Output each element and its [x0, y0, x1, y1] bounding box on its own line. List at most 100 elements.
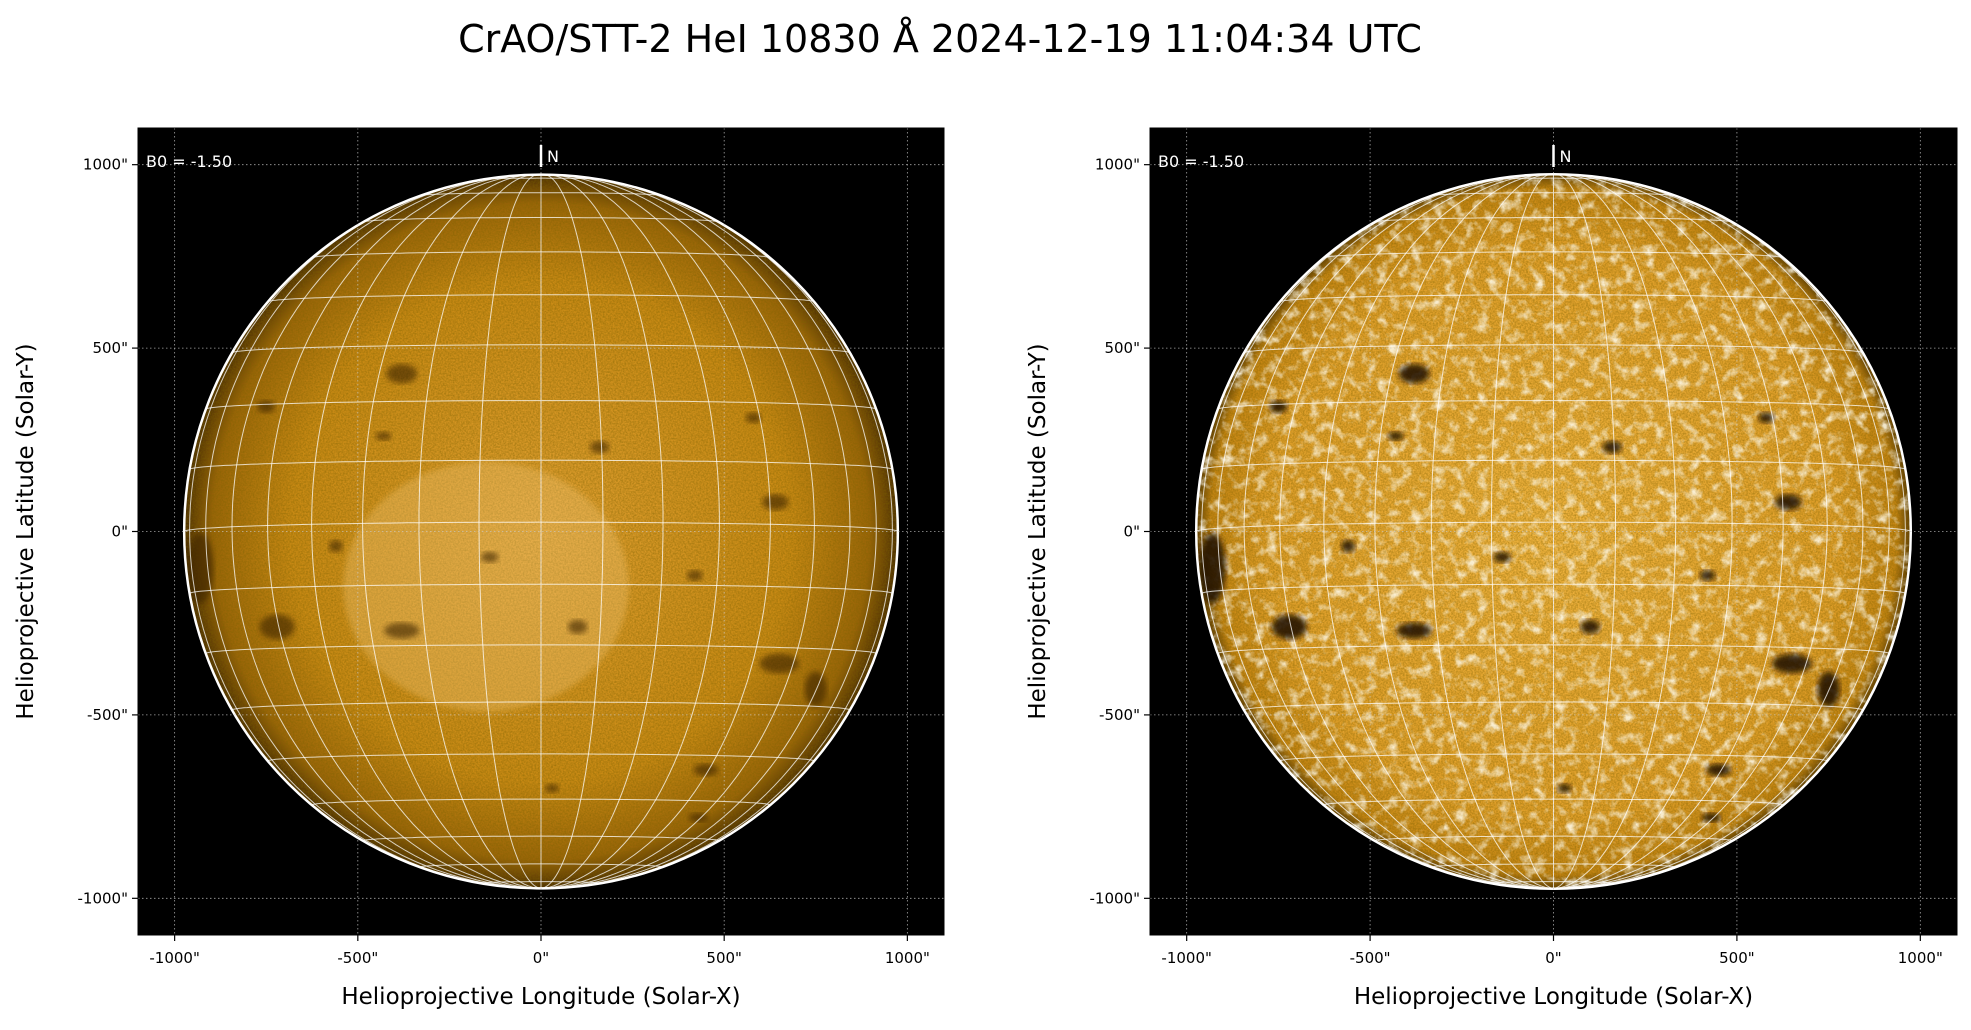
- longitude-line: [1553, 173, 1616, 890]
- longitude-line: [1217, 175, 1554, 890]
- dark-feature: [480, 551, 499, 563]
- north-marker-label: N: [1560, 147, 1572, 166]
- y-tick-label: 500": [92, 339, 128, 357]
- dark-feature: [1772, 653, 1812, 674]
- dark-feature: [1557, 783, 1572, 793]
- x-tick-label: -500": [1350, 949, 1391, 967]
- longitude-line: [540, 173, 771, 890]
- dark-feature: [1271, 614, 1307, 640]
- longitude-line: [1553, 173, 1677, 890]
- longitude-line: [1323, 173, 1554, 890]
- longitude-line: [540, 173, 664, 890]
- x-tick-label: -500": [337, 949, 378, 967]
- longitude-line: [267, 174, 542, 890]
- dark-feature: [1758, 412, 1775, 424]
- longitude-line: [1243, 174, 1554, 890]
- x-tick-label: 500": [1719, 949, 1755, 967]
- y-tick-label: -500": [87, 706, 128, 724]
- longitude-line: [362, 173, 542, 890]
- longitude-line: [1553, 175, 1890, 890]
- x-tick-label: 1000": [1898, 949, 1943, 967]
- x-axis-label: Helioprojective Longitude (Solar-X): [1354, 984, 1753, 1010]
- y-tick-label: -1000": [78, 889, 129, 907]
- longitude-line: [1201, 179, 1554, 890]
- longitude-line: [1553, 173, 1784, 890]
- y-tick-label: -500": [1099, 706, 1140, 724]
- longitude-line: [311, 173, 542, 890]
- dark-feature: [1817, 671, 1840, 707]
- dark-feature: [688, 813, 709, 823]
- longitude-line: [231, 174, 542, 890]
- dark-feature: [1580, 619, 1600, 634]
- longitude-line: [540, 174, 851, 890]
- y-tick-label: 1000": [83, 156, 128, 174]
- longitude-line: [540, 173, 604, 890]
- longitude-line: [1491, 173, 1554, 890]
- longitude-line: [1553, 174, 1864, 890]
- y-tick-label: 1000": [1095, 156, 1140, 174]
- dark-feature: [1396, 622, 1432, 639]
- axes-frame: [137, 127, 945, 936]
- dark-feature: [1706, 763, 1731, 777]
- dark-feature: [259, 614, 295, 640]
- longitude-line: [1553, 179, 1906, 890]
- dark-feature: [759, 653, 799, 674]
- dark-feature: [762, 494, 789, 511]
- dark-feature: [567, 619, 588, 634]
- x-tick-label: 0": [533, 949, 549, 967]
- y-axis-label: Helioprojective Latitude (Solar-Y): [13, 343, 39, 719]
- b0-annotation: B0 = -1.50: [146, 152, 232, 171]
- x-tick-label: -1000": [1161, 949, 1212, 967]
- x-tick-label: 500": [706, 949, 742, 967]
- dark-feature: [686, 570, 703, 581]
- solar-disk: [1196, 174, 1911, 889]
- dark-feature: [804, 671, 827, 707]
- dark-feature: [1493, 551, 1511, 563]
- dark-feature: [1701, 813, 1721, 823]
- longitude-line: [540, 174, 815, 890]
- north-marker-label: N: [547, 147, 559, 166]
- longitude-line: [1430, 173, 1554, 890]
- right-panel-plot: -1000" -500" 0" 500" 1000" 1000" 500" 0" -500" -1…: [1025, 127, 1958, 1010]
- axes-frame: [1149, 127, 1958, 936]
- longitude-line: [1553, 174, 1828, 890]
- longitude-line: [1374, 173, 1554, 890]
- x-tick-label: 0": [1545, 949, 1561, 967]
- dark-feature: [375, 431, 392, 441]
- longitude-line: [478, 173, 542, 890]
- y-tick-label: 500": [1104, 339, 1140, 357]
- longitude-line: [540, 175, 877, 890]
- dark-feature: [589, 440, 610, 454]
- dark-feature: [1269, 400, 1288, 413]
- dark-feature: [544, 783, 560, 793]
- longitude-line: [540, 173, 720, 890]
- b0-annotation: B0 = -1.50: [1158, 152, 1244, 171]
- dark-feature: [1398, 364, 1430, 384]
- dark-feature: [328, 540, 343, 553]
- x-tick-label: -1000": [149, 949, 200, 967]
- dark-feature: [386, 364, 418, 384]
- dark-feature: [693, 763, 719, 777]
- y-tick-label: 0": [1124, 523, 1140, 541]
- bright-region: [343, 461, 629, 712]
- x-axis-label: Helioprojective Longitude (Solar-X): [341, 984, 740, 1010]
- x-tick-label: 1000": [885, 949, 930, 967]
- longitude-line: [1279, 174, 1554, 890]
- longitude-line: [418, 173, 542, 890]
- longitude-line: [1553, 173, 1733, 890]
- y-tick-label: 0": [112, 523, 128, 541]
- dark-feature: [384, 622, 420, 639]
- y-axis-label: Helioprojective Latitude (Solar-Y): [1025, 343, 1051, 719]
- dark-feature: [257, 400, 276, 413]
- figure-title: CrAO/STT-2 HeI 10830 Å 2024-12-19 11:04:…: [458, 17, 1422, 61]
- longitude-line: [205, 175, 542, 890]
- dark-feature: [1387, 431, 1404, 441]
- dark-feature: [1602, 440, 1622, 454]
- dark-feature: [1341, 540, 1356, 553]
- dark-feature: [1775, 494, 1802, 511]
- dark-feature: [1699, 570, 1716, 581]
- left-panel-plot: -1000" -500" 0" 500" 1000" 1000" 500" 0" -500" -1…: [13, 127, 945, 1010]
- y-tick-label: -1000": [1090, 889, 1141, 907]
- dark-feature: [745, 412, 762, 424]
